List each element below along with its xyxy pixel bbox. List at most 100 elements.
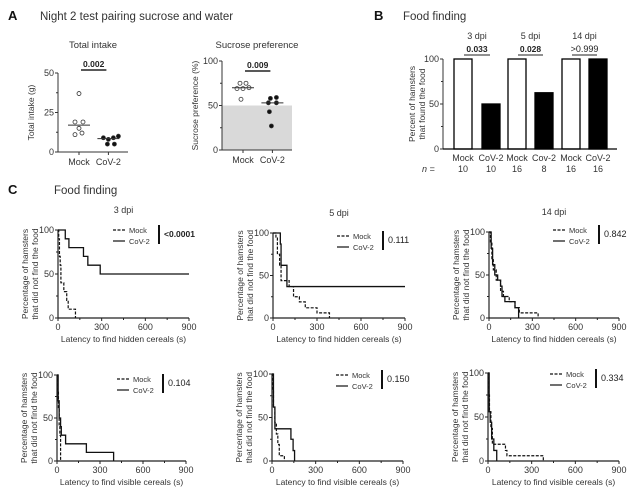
data-point-mock [72,132,78,138]
p-value: 0.150 [387,374,410,384]
km-curve-cov-2 [273,232,405,288]
y-tick-label: 100 [253,369,268,379]
y-tick-label: 0 [480,313,485,323]
y-tick-label: 0 [479,456,484,466]
y-axis-label: Sucrose preference (%) [190,60,200,150]
y-axis-label: Percentage of hamsters [450,372,460,462]
data-point-cov-2 [267,95,273,101]
y-axis-label: Percentage of hamsters [451,230,461,320]
x-tick-label: CoV-2 [585,153,610,163]
km-curve-cov-2 [488,372,498,461]
y-tick-label: 50 [208,101,218,111]
legend-label: Mock [566,370,584,379]
y-tick-label: 0 [263,456,268,466]
n-value: 16 [512,164,522,174]
chart-total-intake: Total intake 0 25 50 Total intake (g) Mock CoV… [26,40,128,167]
x-tick-label: 300 [525,322,540,332]
bar-cov-2 [534,92,554,150]
data-point-cov-2 [111,135,116,141]
chart-subtitle: 3 dpi [114,205,134,215]
x-axis-label: Latency to find visible cereals (s) [60,477,183,487]
x-tick-label: 0 [55,322,60,332]
x-tick-label: 600 [135,465,150,475]
group-label: 3 dpi [467,31,487,41]
data-point-mock [234,86,240,91]
p-value: 0.111 [388,235,409,245]
km-curve-cov-2 [489,231,520,318]
y-tick-label: 100 [39,225,54,235]
p-value: 0.842 [604,229,627,239]
x-tick-label: 600 [138,322,153,332]
legend-label: CoV-2 [133,386,154,395]
chart-title: Sucrose preference [216,40,299,51]
reference-region [222,105,292,150]
p-value: 0.028 [520,44,542,54]
group-label: 5 dpi [521,31,541,41]
panel-title-a: Night 2 test pairing sucrose and water [40,11,233,23]
x-tick-label: Mock [560,153,582,163]
y-tick-label: 0 [264,313,269,323]
y-tick-label: 100 [203,56,218,66]
x-tick-label: Cov-2 [532,153,556,163]
y-tick-label: 0 [434,144,439,154]
km-curve-cov-2 [57,374,115,461]
x-axis-label: Latency to find hidden cereals (s) [491,334,616,344]
y-tick-label: 100 [470,227,485,237]
x-tick-label: CoV-2 [96,157,121,167]
data-point-mock [238,96,244,102]
x-tick-label: 600 [568,465,583,475]
chart-food-finding-bars: 0 50 100 Percent of hamsters that found the … [407,31,617,174]
y-tick-label: 50 [258,413,268,423]
y-tick-label: 100 [38,370,53,380]
n-value: 16 [593,164,603,174]
y-axis-label: Percentage of hamsters [234,372,244,462]
x-tick-label: 900 [181,322,196,332]
chart-subtitle: 5 dpi [329,208,349,218]
bar-mock [561,58,581,150]
y-tick-label: 100 [254,228,269,238]
data-point-mock [79,130,85,136]
data-point-mock [243,80,249,86]
x-tick-label: 0 [54,465,59,475]
chart-km-5dpi-visible: 0 50 100 0 300 600 900 Latency to find visible … [234,369,411,487]
chart-km-3dpi-visible: 0 50 100 0 300 600 900 Latency to find visible … [19,370,194,487]
p-value: >0.999 [571,44,599,54]
km-curve-cov-2 [272,373,296,461]
y-axis-label: Percentage of hamsters [20,229,30,319]
x-tick-label: 900 [395,465,410,475]
n-value: 16 [566,164,576,174]
x-tick-label: 900 [611,465,626,475]
y-axis-label: Percentage of hamsters [19,373,29,463]
legend-label: CoV-2 [352,382,373,391]
y-tick-label: 50 [475,270,485,280]
legend-label: CoV-2 [566,381,587,390]
km-curve-cov-2 [58,229,189,275]
legend-label: Mock [352,371,370,380]
x-tick-label: 0 [269,465,274,475]
y-tick-label: 0 [49,313,54,323]
x-tick-label: 300 [94,322,109,332]
data-point-cov-2 [268,123,274,129]
legend-label: CoV-2 [129,237,150,246]
y-tick-label: 50 [429,99,439,109]
x-tick-label: 900 [397,322,412,332]
x-axis-label: Latency to find visible cereals (s) [276,477,399,487]
panel-title-c: Food finding [54,185,117,197]
x-tick-label: 600 [353,322,368,332]
x-tick-label: 900 [611,322,626,332]
bar-cov-2 [588,58,608,150]
y-tick-label: 100 [469,368,484,378]
km-curve-mock [488,372,544,461]
x-tick-label: Mock [232,155,254,165]
legend-label: Mock [569,226,587,235]
y-tick-label: 0 [48,456,53,466]
data-point-cov-2 [273,95,279,100]
y-axis-label: Percentage of hamsters [235,230,245,320]
y-tick-label: 100 [424,54,439,64]
data-point-mock [76,91,82,96]
y-tick-label: 50 [474,412,484,422]
km-curve-mock [273,232,331,318]
y-axis-label: that did not find the food [30,228,40,319]
data-point-cov-2 [101,135,106,141]
legend-label: CoV-2 [353,243,374,252]
